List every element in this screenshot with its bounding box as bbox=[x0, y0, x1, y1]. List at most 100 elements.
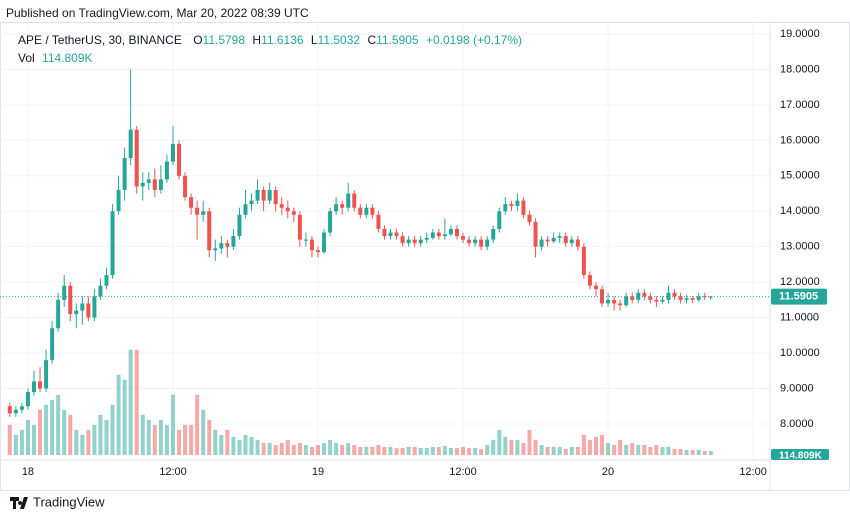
volume-bar bbox=[358, 446, 363, 455]
volume-bar bbox=[237, 439, 242, 455]
volume-bar bbox=[666, 446, 671, 455]
candle-body bbox=[334, 204, 339, 212]
brand: TradingView bbox=[10, 494, 105, 509]
volume-bar bbox=[279, 442, 284, 455]
y-tick-label: 8.0000 bbox=[780, 418, 814, 430]
candle-body bbox=[382, 228, 387, 237]
volume-bar bbox=[19, 429, 24, 455]
x-tick-label: 19 bbox=[312, 466, 324, 478]
candle-body bbox=[322, 232, 327, 253]
volume-bar bbox=[412, 446, 417, 455]
volume-bar bbox=[491, 439, 496, 455]
legend-value: 11.5798 bbox=[203, 33, 246, 47]
candle-body bbox=[50, 328, 55, 361]
volume-bar bbox=[98, 414, 103, 455]
candle-body bbox=[406, 239, 411, 244]
candle-body bbox=[461, 236, 466, 240]
volume-bar bbox=[291, 444, 296, 455]
symbol: APE / TetherUS, 30, BINANCE bbox=[18, 33, 182, 47]
y-tick-label: 15.0000 bbox=[780, 170, 820, 182]
candle-body bbox=[31, 381, 36, 393]
volume-bar bbox=[593, 436, 598, 455]
volume-bar bbox=[346, 442, 351, 455]
volume-bar bbox=[406, 446, 411, 455]
candle-body bbox=[503, 204, 508, 212]
volume-bar bbox=[551, 446, 556, 455]
candle-body bbox=[606, 299, 611, 304]
volume-bar bbox=[509, 439, 514, 455]
volume-bar bbox=[309, 446, 314, 455]
candle-body bbox=[279, 204, 284, 208]
candle-body bbox=[225, 243, 230, 247]
legend-value: 11.6136 bbox=[261, 33, 304, 47]
candle-body bbox=[255, 189, 260, 201]
volume-bar bbox=[521, 442, 526, 455]
candle-body bbox=[539, 239, 544, 247]
volume-bar bbox=[400, 447, 405, 455]
volume-bar bbox=[618, 439, 623, 455]
volume-bar bbox=[690, 449, 695, 455]
candle-body bbox=[237, 214, 242, 237]
candle-body bbox=[285, 207, 290, 212]
volume-bar bbox=[152, 424, 157, 455]
volume-bar bbox=[128, 349, 133, 455]
volume-bar bbox=[563, 448, 568, 455]
volume-bar bbox=[177, 429, 182, 455]
volume-bar bbox=[485, 444, 490, 455]
candle-body bbox=[678, 296, 683, 300]
volume-bar bbox=[92, 424, 97, 455]
y-tick-label: 10.0000 bbox=[780, 347, 820, 359]
candle-body bbox=[297, 214, 302, 240]
volume-bar bbox=[587, 439, 592, 455]
volume-bar bbox=[189, 424, 194, 455]
volume-bar bbox=[207, 419, 212, 455]
legend-value: 11.5032 bbox=[318, 33, 361, 47]
volume-bar bbox=[297, 442, 302, 455]
y-tick-label: 16.0000 bbox=[780, 134, 820, 146]
candle-body bbox=[418, 239, 423, 244]
volume-bar bbox=[479, 448, 484, 455]
volume-bar bbox=[146, 419, 151, 455]
candle-body bbox=[104, 275, 109, 286]
candle-body bbox=[587, 275, 592, 286]
candle-body bbox=[624, 296, 629, 306]
y-tick-label: 13.0000 bbox=[780, 241, 820, 253]
candle-body bbox=[213, 248, 218, 251]
y-tick-label: 9.0000 bbox=[780, 382, 814, 394]
candle-body bbox=[315, 250, 320, 253]
candle-body bbox=[497, 211, 502, 229]
last-price-box bbox=[771, 288, 827, 305]
candle-body bbox=[303, 239, 308, 241]
candle-body bbox=[195, 207, 200, 215]
volume-bar bbox=[62, 409, 67, 455]
legend-value: 114.809K bbox=[42, 51, 93, 65]
brand-name: TradingView bbox=[33, 494, 105, 509]
candle-body bbox=[618, 303, 623, 306]
candle-body bbox=[436, 232, 441, 237]
candle-body bbox=[7, 406, 12, 414]
volume-bar bbox=[630, 442, 635, 455]
candle-body bbox=[400, 236, 405, 244]
candle-body bbox=[146, 179, 151, 183]
candle-body bbox=[557, 236, 562, 238]
legend-line: APE / TetherUS, 30, BINANCE O11.5798 H11… bbox=[18, 33, 522, 47]
volume-bar bbox=[352, 444, 357, 455]
candle-body bbox=[134, 129, 139, 187]
volume-bar bbox=[654, 444, 659, 455]
volume-bar bbox=[315, 444, 320, 455]
candle-body bbox=[140, 182, 145, 187]
volume-bar bbox=[255, 439, 260, 455]
candle-body bbox=[219, 243, 224, 249]
volume-bar bbox=[31, 424, 36, 455]
candle-body bbox=[249, 200, 254, 205]
candle-body bbox=[201, 211, 206, 215]
volume-bar bbox=[497, 429, 502, 455]
legend-key: H bbox=[252, 33, 261, 47]
volume-bar bbox=[225, 429, 230, 455]
candle-body bbox=[231, 236, 236, 247]
candle-body bbox=[515, 200, 520, 206]
last-volume-box bbox=[771, 449, 829, 460]
volume-bar bbox=[74, 429, 79, 455]
candle-body bbox=[92, 296, 97, 318]
x-tick-label: 12:00 bbox=[449, 466, 477, 478]
